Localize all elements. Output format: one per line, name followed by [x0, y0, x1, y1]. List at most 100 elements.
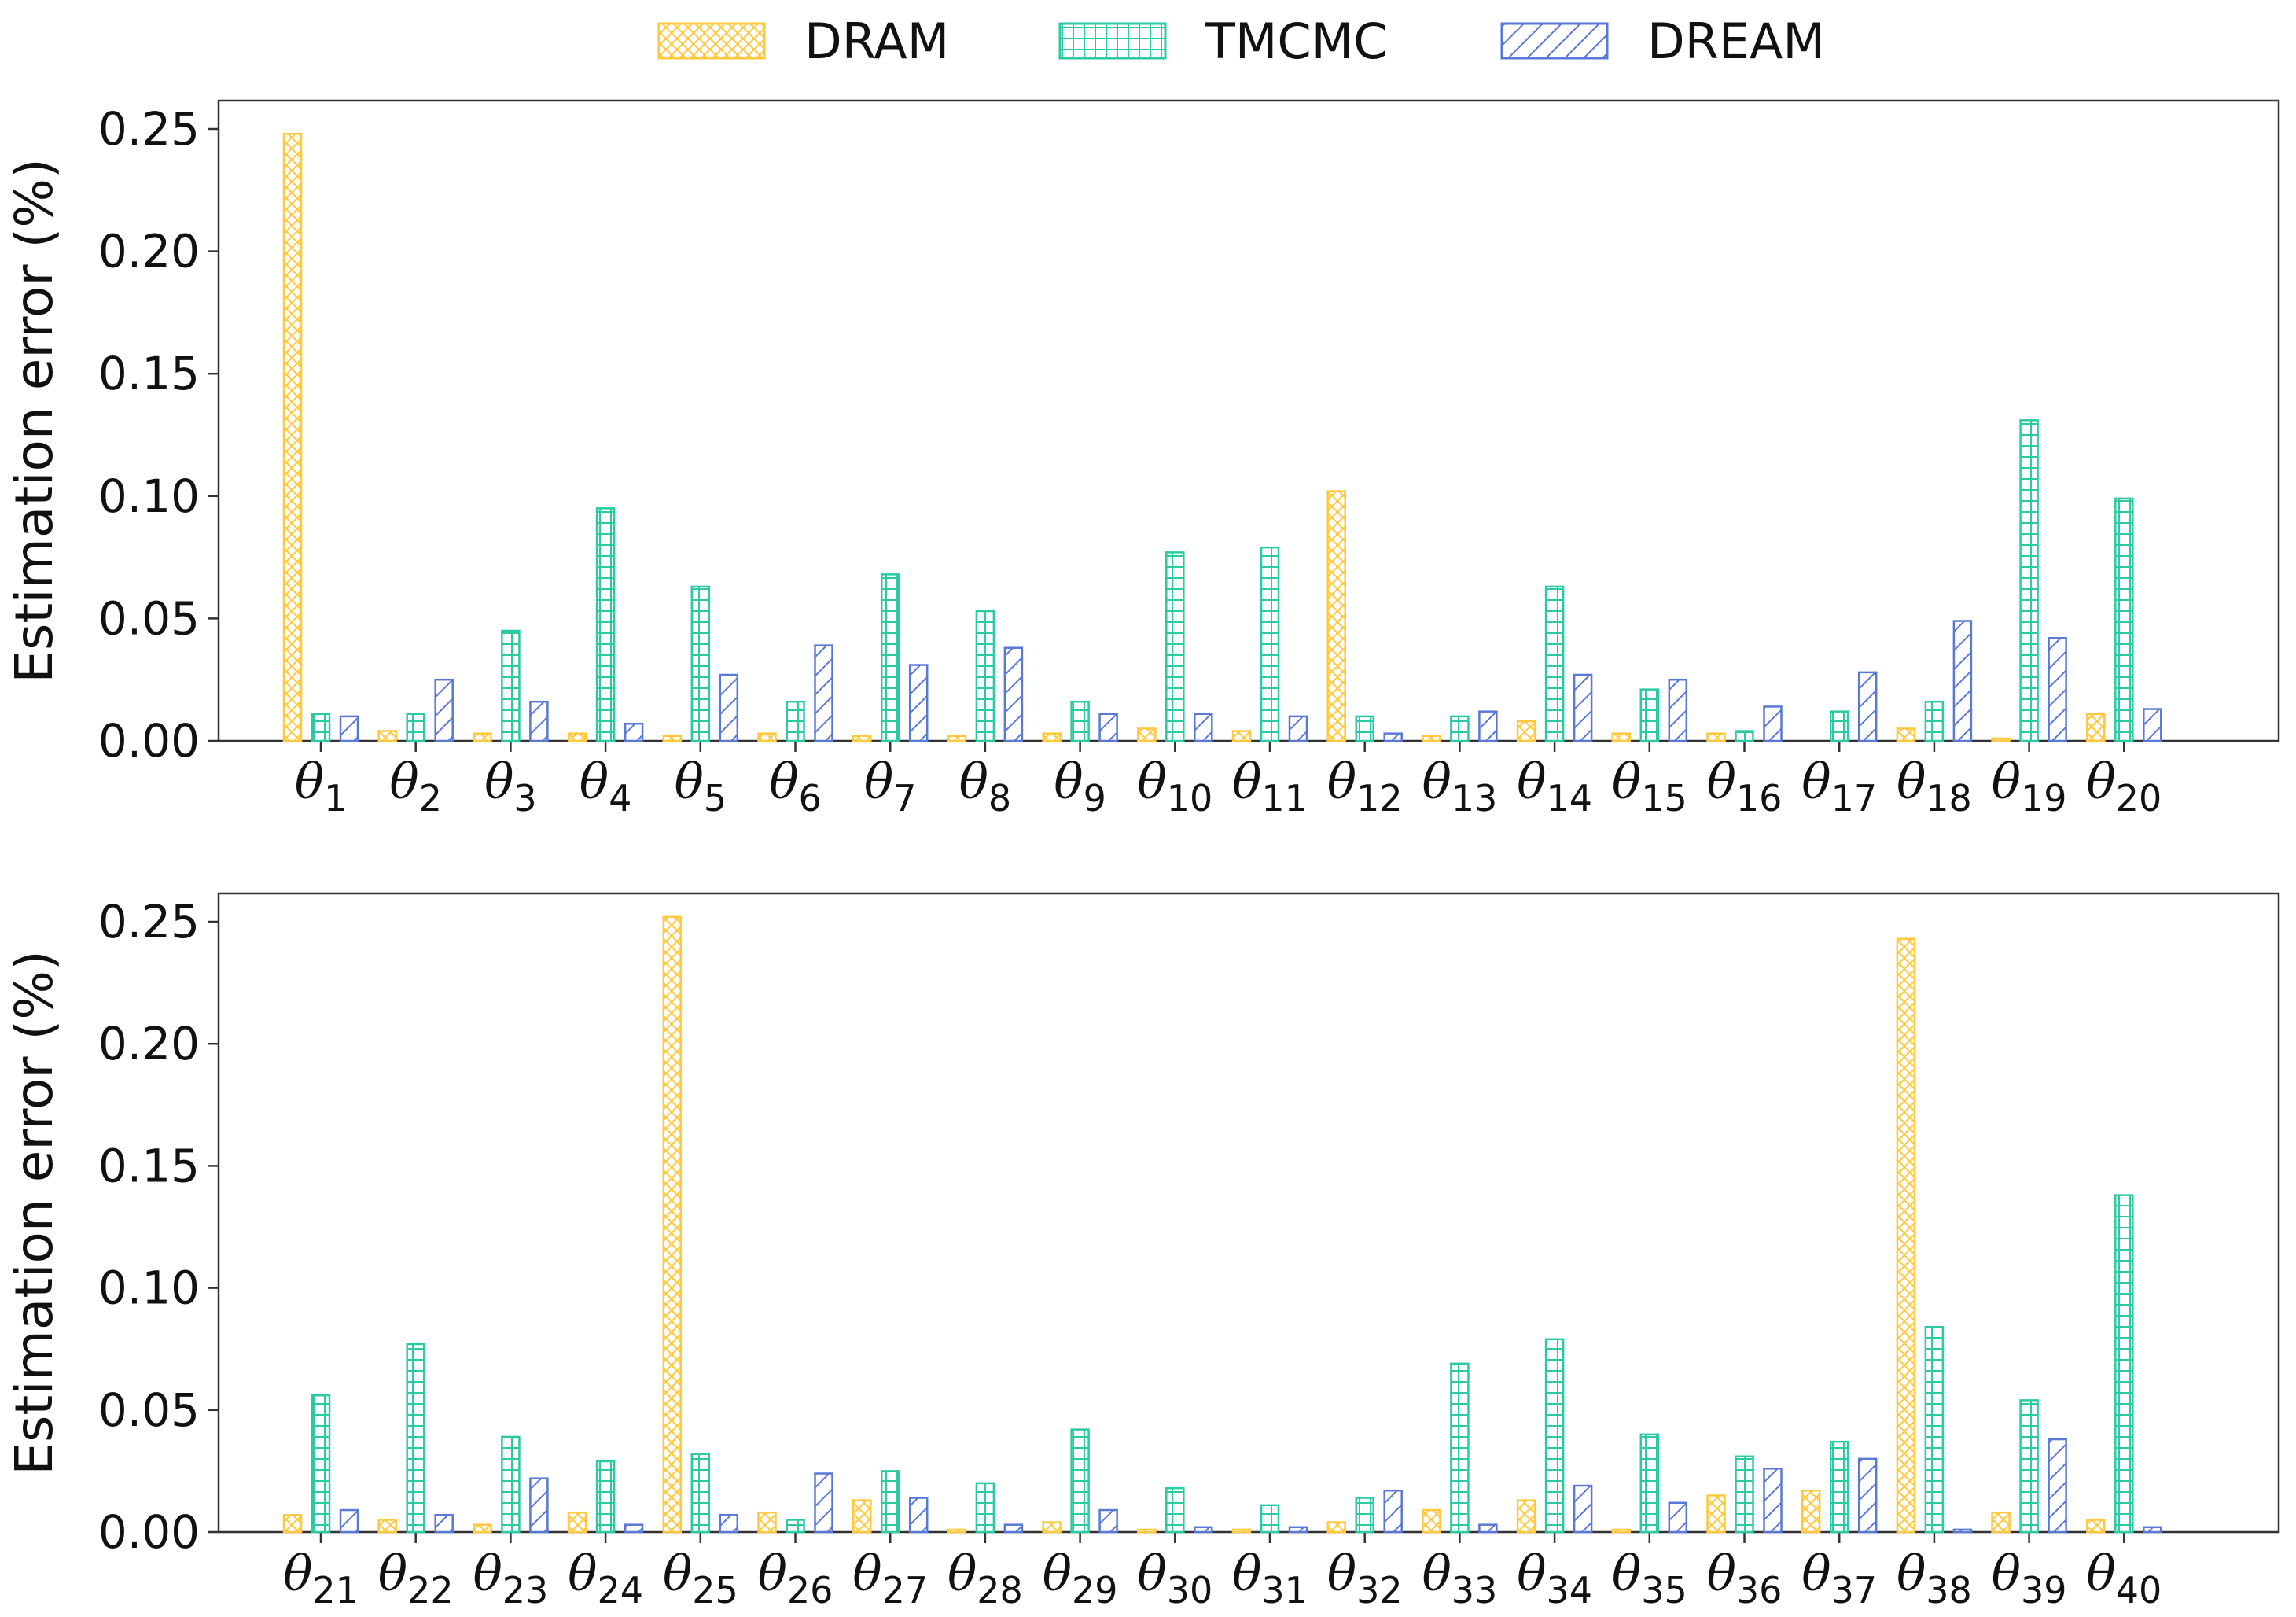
x-tick-label: θ10 [1137, 753, 1212, 820]
bar-dream-7 [908, 664, 929, 742]
bar-tmcmc-1 [311, 713, 331, 742]
bar-dream-30 [1194, 1526, 1213, 1534]
bar-tmcmc-17 [1829, 710, 1849, 742]
bar-dram-1 [282, 132, 303, 742]
bar-tmcmc-27 [880, 1470, 900, 1534]
bar-dram-14 [1516, 720, 1536, 742]
y-tick-label: 0.20 [98, 1017, 200, 1070]
bar-tmcmc-23 [501, 1435, 521, 1534]
bar-dram-9 [1042, 732, 1062, 742]
bar-dram-39 [1991, 1511, 2011, 1534]
bar-dram-31 [1231, 1528, 1252, 1534]
y-tick-label: 0.10 [98, 470, 200, 523]
bar-dream-15 [1668, 678, 1688, 742]
bar-dram-36 [1706, 1494, 1726, 1534]
bar-dram-21 [282, 1514, 303, 1534]
bar-tmcmc-35 [1639, 1433, 1660, 1534]
bar-dram-35 [1611, 1528, 1632, 1534]
legend-swatch [1500, 22, 1609, 60]
bar-dream-14 [1573, 673, 1593, 742]
x-tick-label: θ25 [663, 1545, 738, 1611]
bar-tmcmc-4 [595, 507, 616, 742]
bar-tmcmc-14 [1544, 585, 1565, 742]
x-tick-label: θ31 [1232, 1545, 1308, 1611]
bar-tmcmc-28 [975, 1482, 995, 1534]
bar-dream-2 [434, 678, 454, 742]
x-tick-label: θ23 [473, 1545, 548, 1611]
x-tick-label: θ17 [1801, 753, 1877, 820]
bar-dram-24 [567, 1511, 587, 1534]
bar-dream-13 [1478, 710, 1498, 742]
bar-tmcmc-19 [2019, 419, 2039, 742]
bar-dram-38 [1896, 937, 1916, 1534]
bar-dream-35 [1668, 1501, 1688, 1534]
bar-dream-4 [624, 722, 644, 742]
bar-dream-20 [2143, 708, 2162, 742]
bar-tmcmc-40 [2114, 1194, 2134, 1534]
x-tick-label: θ26 [758, 1545, 833, 1611]
bar-dream-29 [1098, 1508, 1118, 1534]
y-tick-label: 0.10 [98, 1262, 200, 1315]
y-tick-label: 0.05 [98, 591, 200, 645]
bar-tmcmc-32 [1355, 1497, 1374, 1534]
bar-dram-13 [1422, 735, 1441, 742]
bar-dram-34 [1516, 1499, 1536, 1534]
plot-frame [217, 892, 2280, 1534]
bar-dram-7 [852, 735, 872, 742]
x-tick-label: θ18 [1897, 753, 1972, 820]
legend-item-dram: DRAM [657, 13, 949, 70]
x-tick-label: θ24 [568, 1545, 643, 1611]
x-tick-label: θ40 [2086, 1545, 2162, 1611]
bar-dream-31 [1288, 1526, 1308, 1534]
bar-tmcmc-18 [1924, 700, 1945, 742]
x-tick-label: θ3 [484, 753, 537, 820]
y-axis-title: Estimation error (%) [4, 158, 64, 683]
x-tick-label: θ11 [1232, 753, 1308, 820]
bar-dream-16 [1763, 705, 1783, 742]
bar-dram-22 [377, 1519, 397, 1534]
bar-dream-27 [908, 1497, 929, 1534]
bar-dram-30 [1137, 1528, 1157, 1534]
bar-dream-36 [1763, 1468, 1783, 1534]
x-tick-label: θ34 [1517, 1545, 1592, 1611]
bar-dram-12 [1326, 490, 1346, 742]
bar-tmcmc-30 [1165, 1486, 1185, 1534]
bar-dram-6 [757, 732, 777, 742]
legend-item-tmcmc: TMCMC [1058, 13, 1387, 70]
bar-tmcmc-7 [880, 573, 900, 742]
bar-dream-25 [719, 1514, 739, 1534]
bar-dream-38 [1952, 1528, 1973, 1534]
x-tick-label: θ38 [1897, 1545, 1972, 1611]
y-axis-title: Estimation error (%) [4, 950, 64, 1475]
legend-swatch [1058, 22, 1167, 60]
bar-dram-32 [1326, 1521, 1346, 1534]
bar-tmcmc-37 [1829, 1440, 1849, 1534]
bar-tmcmc-10 [1165, 551, 1185, 742]
bar-dram-28 [947, 1528, 967, 1534]
x-tick-label: θ9 [1054, 753, 1106, 820]
bar-dram-8 [947, 735, 967, 742]
legend-label: TMCMC [1205, 13, 1387, 70]
bar-dream-22 [434, 1514, 454, 1534]
bar-tmcmc-3 [501, 629, 521, 742]
y-tick-label: 0.05 [98, 1383, 200, 1437]
bar-dream-19 [2048, 637, 2067, 742]
x-tick-label: θ29 [1043, 1545, 1118, 1611]
x-tick-label: θ19 [1992, 753, 2067, 820]
bar-dream-18 [1952, 620, 1973, 742]
bar-dram-20 [2086, 713, 2106, 742]
y-tick-label: 0.20 [98, 225, 200, 278]
bar-dream-12 [1383, 732, 1403, 742]
x-tick-label: θ35 [1612, 1545, 1687, 1611]
bar-tmcmc-5 [690, 585, 711, 742]
bar-tmcmc-26 [786, 1519, 805, 1534]
x-tick-label: θ16 [1707, 753, 1783, 820]
y-tick-label: 0.00 [98, 714, 200, 768]
bar-tmcmc-34 [1544, 1338, 1565, 1534]
bar-tmcmc-29 [1070, 1428, 1090, 1534]
legend-label: DRAM [804, 13, 949, 70]
bar-tmcmc-2 [406, 713, 425, 742]
bar-tmcmc-13 [1450, 715, 1470, 742]
bar-dream-6 [814, 644, 833, 742]
